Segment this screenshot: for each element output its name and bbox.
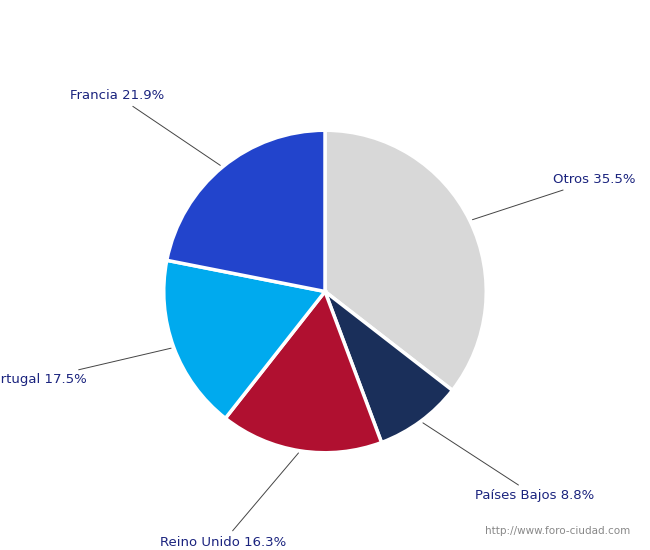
Text: Francia 21.9%: Francia 21.9% [70, 89, 220, 166]
Text: Países Bajos 8.8%: Países Bajos 8.8% [423, 423, 595, 502]
Wedge shape [325, 292, 452, 443]
Text: http://www.foro-ciudad.com: http://www.foro-ciudad.com [486, 526, 630, 536]
Wedge shape [164, 260, 325, 419]
Wedge shape [167, 130, 325, 292]
Text: Reino Unido 16.3%: Reino Unido 16.3% [160, 453, 298, 549]
Text: Otros 35.5%: Otros 35.5% [473, 173, 635, 219]
Text: Valencina de la Concepción - Turistas extranjeros según país - Agosto de 2024: Valencina de la Concepción - Turistas ex… [38, 21, 612, 37]
Text: Portugal 17.5%: Portugal 17.5% [0, 348, 171, 386]
Wedge shape [325, 130, 486, 390]
Wedge shape [226, 292, 382, 453]
